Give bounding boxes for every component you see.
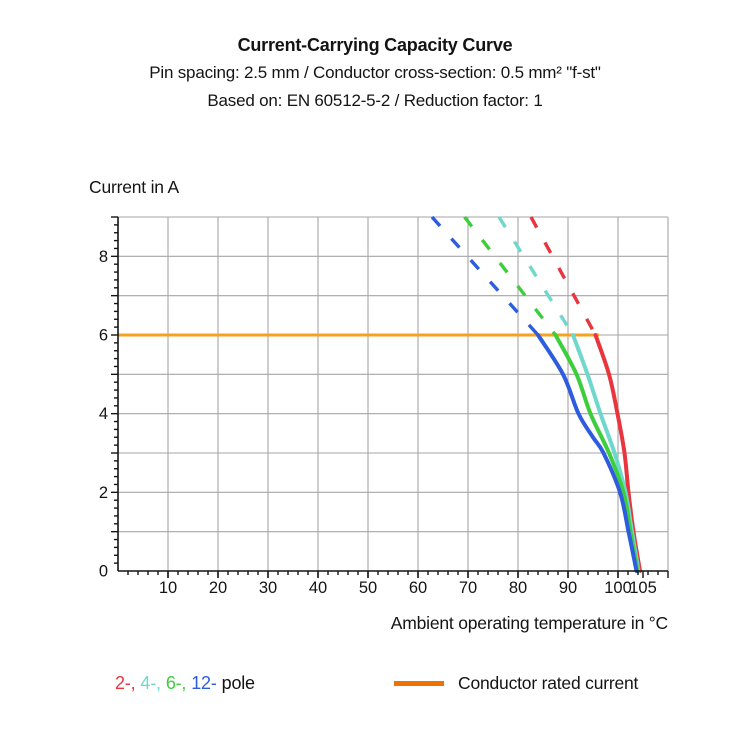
x-tick-label: 10 — [159, 579, 177, 597]
curve-12-pole-solid — [536, 333, 639, 573]
x-tick-label: 30 — [259, 579, 277, 597]
chart-subtitle-standard: Based on: EN 60512-5-2 / Reduction facto… — [207, 91, 543, 110]
x-tick-label: 40 — [309, 579, 327, 597]
chart-title: Current-Carrying Capacity Curve — [237, 35, 513, 55]
curve-12-pole-dashed — [430, 215, 540, 337]
chart-header: Current-Carrying Capacity Curve Pin spac… — [0, 31, 750, 115]
pole-legend-items: 2-, 4-, 6-, 12- — [115, 673, 222, 693]
x-tick-label: 80 — [509, 579, 527, 597]
chart-subtitle-specs: Pin spacing: 2.5 mm / Conductor cross-se… — [149, 63, 601, 82]
y-tick-label: 4 — [99, 405, 108, 423]
pole-legend-item: 12- — [191, 673, 217, 693]
curve-2-pole-dashed — [529, 216, 597, 336]
pole-legend-item: 2-, — [115, 673, 136, 693]
rated-current-label: Conductor rated current — [458, 673, 639, 693]
y-tick-label: 6 — [99, 327, 108, 345]
rated-current-legend: Conductor rated current — [394, 673, 638, 694]
x-tick-label: 100 — [604, 579, 632, 597]
y-tick-label: 2 — [99, 484, 108, 502]
pole-legend-item: 6-, — [165, 673, 187, 693]
x-tick-label: 60 — [409, 579, 427, 597]
y-axis-title: Current in A — [89, 177, 180, 197]
curve-4-pole-dashed — [497, 216, 575, 336]
pole-legend: 2-, 4-, 6-, 12- pole — [115, 673, 255, 694]
rated-current-line-swatch — [394, 681, 444, 686]
pole-legend-item: 4-, — [140, 673, 161, 693]
pole-legend-suffix: pole — [221, 673, 255, 693]
x-tick-label: 70 — [459, 579, 477, 597]
curve-6-pole-dashed — [463, 215, 557, 337]
y-tick-label: 8 — [99, 248, 108, 266]
x-tick-label: 50 — [359, 579, 377, 597]
x-tick-label: 20 — [209, 579, 227, 597]
y-tick-label: 0 — [99, 563, 108, 581]
x-tick-label: 90 — [559, 579, 577, 597]
x-tick-label: 105 — [629, 579, 657, 597]
x-axis-title: Ambient operating temperature in °C — [390, 613, 668, 633]
